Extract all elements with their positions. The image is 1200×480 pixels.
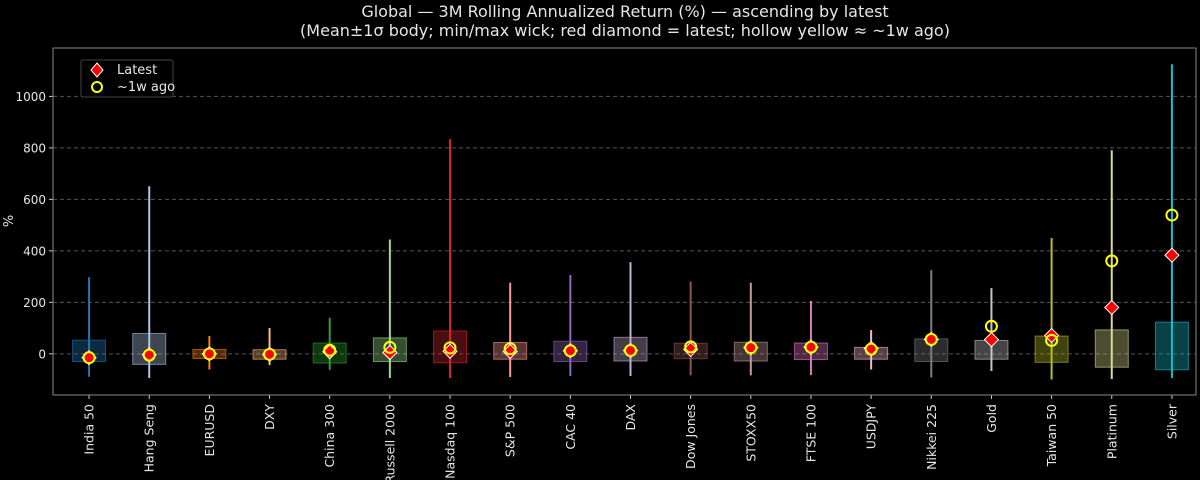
legend-latest-label: Latest [117, 63, 157, 78]
x-tick-label: Silver [1164, 403, 1179, 439]
x-tick-label: Nikkei 225 [924, 404, 939, 470]
x-tick-label: India 50 [82, 404, 97, 455]
gridlines [53, 95, 1196, 355]
series-taiwan-50 [1034, 237, 1069, 380]
series-stoxx50 [733, 282, 768, 376]
latest-diamond [983, 331, 1000, 348]
legend: Latest ~1w ago [80, 59, 175, 98]
week-ago-circle [563, 344, 577, 358]
series-ftse-100 [793, 301, 828, 376]
week-ago-circle [624, 343, 637, 357]
series-usdjpy [854, 330, 889, 370]
week-ago-circle [202, 347, 216, 361]
x-axis-ticks: India 50 Hang Seng EURUSD DXY China 300 Russe… [82, 395, 1179, 480]
x-tick-label: Taiwan 50 [1044, 404, 1059, 467]
week-ago-circle [984, 319, 998, 333]
x-tick-label: Gold [984, 404, 999, 433]
series-india-50 [72, 277, 107, 377]
y-axis-ticks: 0 200 400 600 800 1000 [15, 90, 53, 361]
plot-frame [52, 47, 1197, 396]
series-silver [1154, 64, 1189, 379]
chart-marks [72, 64, 1189, 380]
x-tick-label: S&P 500 [503, 404, 518, 457]
week-ago-circle [383, 340, 397, 354]
series-gold [974, 288, 1009, 372]
series-russell-2000 [372, 239, 407, 379]
week-ago-circle [1165, 208, 1179, 222]
y-tick-label: 1000 [15, 90, 46, 104]
x-tick-label: Hang Seng [142, 404, 157, 472]
week-ago-circle [443, 341, 457, 355]
week-ago-circle [142, 348, 156, 362]
x-tick-label: Dow Jones [683, 404, 698, 469]
series-cac-40 [553, 275, 588, 376]
legend-week-ago-circle-icon [91, 81, 103, 93]
series-nikkei-225 [914, 270, 949, 378]
series-s-p-500 [493, 282, 528, 377]
legend-week-ago-label: ~1w ago [117, 80, 175, 95]
x-tick-label: USDJPY [864, 404, 879, 450]
y-tick-label: 200 [23, 296, 46, 310]
y-tick-label: 600 [23, 193, 46, 207]
x-tick-label: China 300 [322, 404, 337, 468]
series-hang-seng [132, 186, 167, 379]
week-ago-circle [804, 340, 818, 354]
series-platinum [1094, 150, 1129, 380]
week-ago-circle [924, 332, 938, 346]
week-ago-circle [744, 341, 758, 355]
latest-diamond [1104, 299, 1120, 316]
x-tick-label: Platinum [1104, 404, 1119, 459]
y-tick-label: 400 [23, 244, 46, 258]
y-tick-label: 800 [23, 141, 46, 155]
series-nasdaq-100 [433, 139, 468, 379]
series-dow-jones [673, 281, 708, 376]
legend-latest-diamond-icon [90, 62, 104, 78]
x-tick-label: EURUSD [202, 404, 217, 456]
week-ago-circle [263, 347, 277, 361]
x-tick-label: FTSE 100 [803, 404, 818, 462]
x-tick-label: Russell 2000 [382, 404, 397, 480]
y-tick-label: 0 [38, 347, 46, 361]
legend-box [80, 59, 174, 98]
chart-subtitle: (Mean±1σ body; min/max wick; red diamond… [300, 21, 950, 40]
week-ago-circle [864, 342, 878, 356]
x-tick-label: DAX [623, 404, 638, 431]
x-tick-label: DXY [262, 404, 277, 430]
week-ago-circle [1105, 254, 1119, 268]
x-tick-label: CAC 40 [563, 404, 578, 450]
week-ago-circle [1045, 333, 1059, 347]
series-eurusd [192, 336, 227, 370]
x-tick-label: STOXX50 [743, 404, 758, 462]
week-ago-circle [503, 342, 517, 356]
series-dax [613, 262, 648, 376]
chart-title: Global — 3M Rolling Annualized Return (%… [361, 2, 888, 21]
series-dxy [252, 328, 287, 366]
week-ago-circle [82, 351, 96, 365]
y-axis-label: % [2, 215, 17, 227]
week-ago-circle [684, 340, 698, 354]
series-china-300 [312, 317, 347, 370]
week-ago-circle [323, 343, 337, 357]
latest-diamond [1164, 247, 1180, 263]
x-tick-label: Nasdaq 100 [443, 404, 458, 479]
